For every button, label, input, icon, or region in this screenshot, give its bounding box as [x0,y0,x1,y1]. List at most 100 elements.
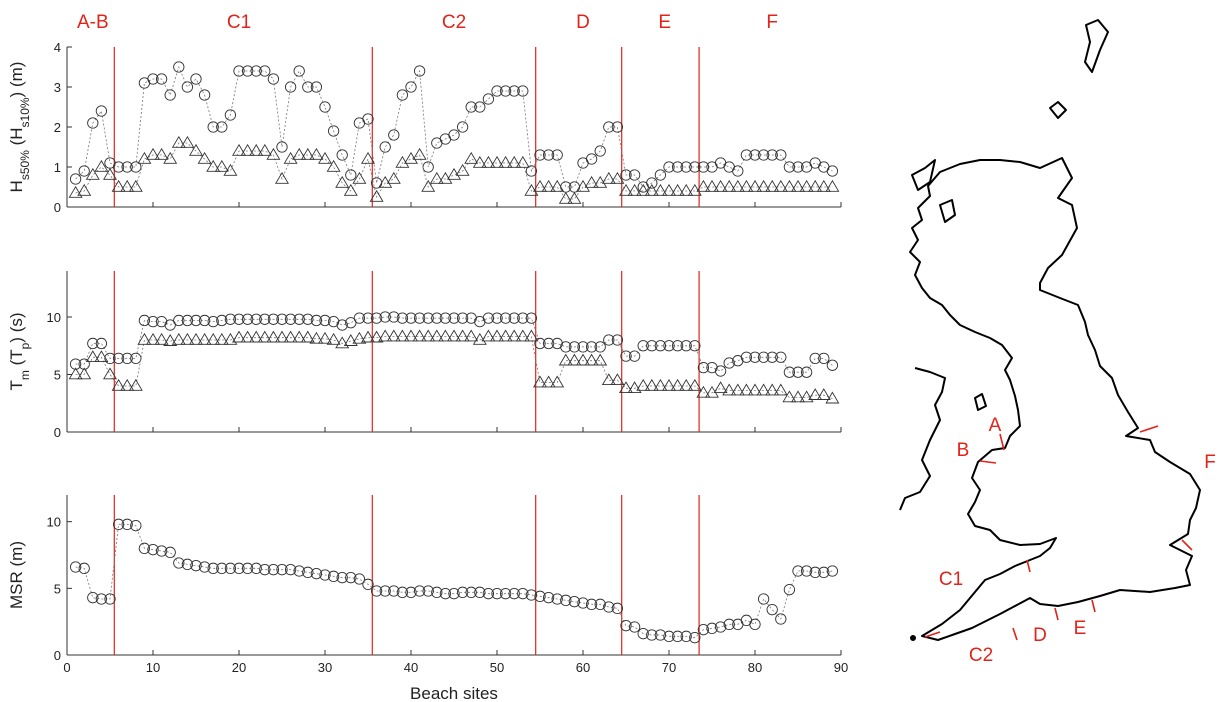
segment-label: F [766,12,778,33]
data-point-triangle [77,183,92,196]
data-point-circle [740,351,753,363]
data-point-triangle [464,151,479,164]
data-point-circle [508,312,520,324]
data-point-triangle [490,155,504,168]
data-point-circle [95,105,108,117]
data-point-triangle [713,381,728,394]
data-point-triangle [240,330,255,343]
data-point-triangle [498,329,513,342]
data-point-circle [267,73,280,85]
data-point-circle [525,165,538,177]
data-point-circle [241,65,254,77]
data-point-triangle [232,330,246,343]
map-label-c2: C2 [969,645,993,666]
data-point-triangle [610,373,625,386]
data-point-triangle [756,383,771,396]
data-point-circle [147,73,159,85]
data-point-triangle [696,385,711,398]
data-point-circle [259,65,271,77]
data-point-triangle [653,378,668,391]
data-point-triangle [361,330,375,343]
data-point-circle [164,546,176,558]
data-point-triangle [103,367,117,380]
data-point-triangle [533,375,547,388]
data-point-triangle [85,350,100,363]
data-point-circle [87,592,99,604]
series-line [75,523,833,639]
data-point-triangle [343,183,358,196]
hebrides-coastline [911,159,936,191]
data-point-circle [732,165,744,177]
data-point-triangle [791,179,805,192]
data-point-triangle [438,329,453,342]
data-point-triangle [705,179,719,192]
data-point-circle [740,149,753,161]
data-point-circle [542,149,555,161]
data-point-triangle [705,385,719,398]
data-point-triangle [249,143,264,156]
data-point-circle [792,565,804,577]
data-point-triangle [171,135,186,148]
northern-ireland-coastline [899,367,946,511]
data-point-circle [353,573,366,585]
data-point-triangle [197,332,212,345]
data-point-triangle [189,143,203,156]
data-point-triangle [111,179,126,192]
y-tick-label: 0 [54,648,61,663]
data-point-triangle [257,330,272,343]
y-tick-label: 3 [54,80,61,95]
data-point-circle [370,177,383,189]
data-point-triangle [232,143,246,156]
data-point-triangle [146,147,160,160]
y-tick-label: 1 [54,160,61,175]
data-point-circle [259,313,271,325]
data-point-circle [757,593,770,605]
data-point-circle [749,149,761,161]
data-point-circle [646,629,658,641]
data-point-circle [560,341,572,353]
data-point-circle [302,313,314,325]
data-point-triangle [85,167,100,180]
data-point-circle [138,542,151,554]
data-point-circle [224,313,237,325]
data-point-circle [121,352,133,365]
data-point-circle [319,314,331,327]
data-point-circle [310,568,323,580]
data-point-triangle [111,378,126,391]
data-point-triangle [214,332,229,345]
data-point-triangle [326,332,341,345]
data-point-circle [551,149,563,161]
data-point-triangle [558,191,573,204]
data-point-circle [826,359,839,371]
data-point-circle [577,597,589,609]
data-point-triangle [421,179,436,192]
data-point-triangle [292,330,307,343]
data-point-circle [69,173,82,185]
data-point-circle [628,350,641,362]
data-point-circle [766,604,778,616]
data-point-circle [577,341,589,353]
data-point-circle [757,351,770,363]
data-point-circle [379,585,391,597]
data-point-triangle [223,332,238,345]
y-tick-label: 10 [47,310,61,325]
data-point-triangle [275,171,289,184]
data-point-circle [405,586,417,598]
data-point-circle [517,85,529,97]
segment-label: C1 [227,12,251,33]
data-point-triangle [68,185,83,198]
data-point-circle [422,585,434,597]
data-point-triangle [748,383,762,396]
data-point-triangle [576,353,590,366]
y-axis-label: Hs50% (Hs10%) (m) [7,62,32,193]
data-point-circle [439,588,452,600]
data-point-triangle [481,155,496,168]
data-point-triangle [318,151,332,164]
data-point-triangle [696,179,711,192]
data-point-circle [689,632,701,644]
data-point-triangle [378,329,393,342]
data-point-triangle [120,179,135,192]
data-point-circle [603,121,615,133]
data-point-circle [336,149,348,161]
data-point-circle [362,578,374,590]
